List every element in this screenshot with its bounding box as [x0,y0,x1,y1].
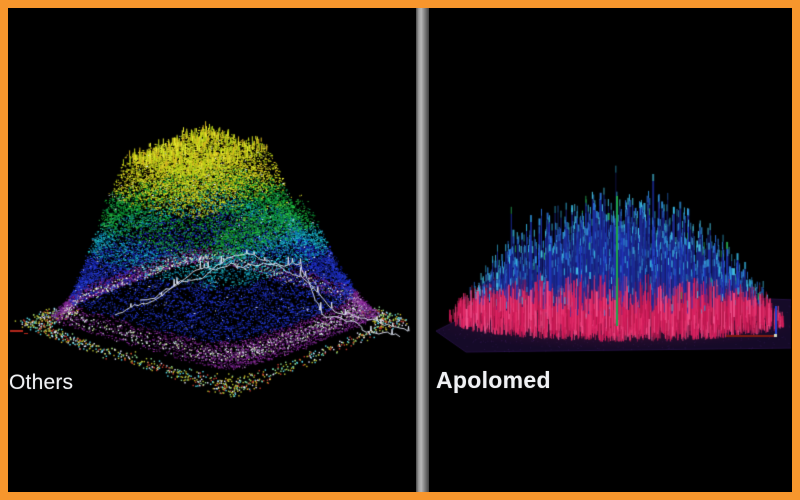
right-panel-label: Apolomed [436,367,551,393]
panel-divider [416,8,429,492]
left-panel-label: Others [9,371,74,394]
